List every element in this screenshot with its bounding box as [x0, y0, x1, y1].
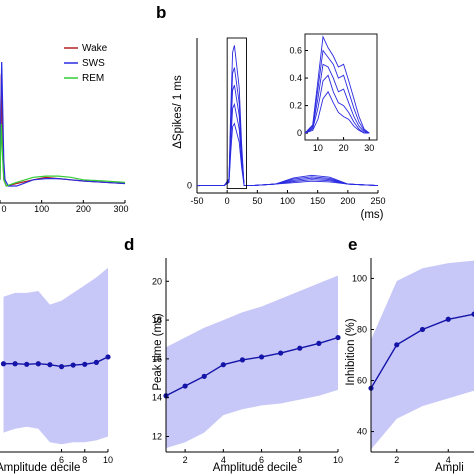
panel-b-inset-y-tick-label: 0.6 — [289, 46, 302, 56]
legend-label-sws: SWS — [82, 58, 105, 69]
panel-c-point — [24, 361, 30, 367]
panel-d-point — [182, 383, 188, 389]
panel-d-x-tick-label: 8 — [297, 455, 302, 465]
panel-b-inset-x-tick-label: 30 — [364, 143, 374, 153]
panel-a-series-rem — [0, 123, 126, 187]
panel-b-inset-trace — [304, 90, 370, 134]
panel-b-inset-trace — [304, 49, 370, 134]
plots-layer: 0 100 200 300 0 -50 0 50 100 150 200 250 0 0.2 0.4 0.6 1… — [0, 33, 474, 465]
panel-d-x-tick-label: 2 — [183, 455, 188, 465]
panel-d-sem-band — [166, 275, 338, 449]
panel-c-point — [0, 361, 7, 367]
panel-b-x-tick-label: 250 — [370, 196, 385, 206]
panel-c-xlabel: Amplitude decile — [0, 462, 80, 474]
panel-e-xlabel: Ampli — [435, 462, 464, 474]
panel-c-point — [93, 359, 99, 365]
panel-c-point — [12, 361, 18, 367]
panel-b-x-tick-label: -50 — [190, 196, 203, 206]
panel-b-inset-x-tick-label: 20 — [339, 143, 349, 153]
panel-c-x-tick-label: 10 — [103, 455, 113, 465]
legend-label-rem: REM — [82, 73, 104, 84]
panel-d-mean-line — [165, 336, 339, 397]
panel-e-point — [419, 326, 426, 333]
panel-d-y-tick-label: 12 — [152, 431, 162, 441]
panel-d-xlabel: Amplitude decile — [213, 462, 297, 474]
panel-d-point — [220, 362, 226, 368]
panel-b-inset-trace — [304, 35, 370, 134]
panel-c-point — [58, 364, 65, 370]
panel-d-point — [316, 340, 322, 346]
panel-c-point — [70, 362, 76, 368]
panel-c-x-tick-label: 8 — [82, 455, 87, 465]
panel-b-x-tick-label: 150 — [310, 196, 325, 206]
panel-b-x-tick-label: 0 — [225, 196, 230, 206]
panel-e-y-tick-label: 100 — [352, 273, 367, 283]
panel-a-x-tick-label: 100 — [34, 204, 49, 214]
panel-e-point — [471, 311, 474, 317]
panel-a-series-wake — [0, 74, 126, 187]
panel-label-d: d — [124, 235, 134, 254]
panel-b-inset-y-tick-label: 0 — [297, 128, 302, 138]
panel-c-point — [105, 354, 111, 360]
panel-e-y-tick-label: 60 — [357, 376, 367, 386]
panel-b-inset-y-tick-label: 0.2 — [289, 101, 302, 111]
panel-d-ylabel: Peak time (ms) — [152, 313, 164, 390]
panel-c-sem-band — [3, 267, 108, 445]
panel-label-b: b — [156, 3, 166, 22]
panel-b-inset-trace — [304, 63, 370, 134]
panel-d-point — [201, 373, 207, 379]
legend-label-wake: Wake — [82, 43, 108, 54]
panel-d-y-tick-label: 16 — [152, 354, 162, 364]
panel-c-x-tick-label: 6 — [59, 455, 64, 465]
panel-b-xlabel: (ms) — [361, 209, 384, 221]
panel-b-zoom-box — [226, 37, 247, 190]
panel-e-y-tick-label: 40 — [357, 427, 367, 437]
panel-e-y-tick-label: 80 — [357, 324, 367, 334]
panel-c-point — [47, 362, 53, 368]
panel-d-y-tick-label: 14 — [152, 393, 162, 403]
panel-b-y-tick-label: 0 — [187, 181, 192, 191]
panel-e-x-tick-label: 2 — [394, 455, 399, 465]
panel-b-inset-x-tick-label: 10 — [313, 143, 323, 153]
panel-a-x-tick-label: 200 — [76, 204, 91, 214]
panel-e-sem-band — [371, 260, 474, 450]
panel-e-point — [394, 342, 400, 348]
panel-d-point — [297, 345, 303, 351]
panel-b-x-tick-label: 50 — [252, 196, 262, 206]
panel-d-y-tick-label: 18 — [152, 315, 162, 325]
panel-e-point — [445, 316, 451, 322]
panel-d-point — [278, 350, 284, 356]
panel-b-inset-trace — [304, 74, 370, 134]
panel-e-x-tick-label: 4 — [446, 455, 451, 465]
panel-b-inset-y-tick-label: 0.4 — [289, 73, 302, 83]
panel-d-y-tick-label: 20 — [152, 276, 162, 286]
panel-d-x-tick-label: 6 — [259, 455, 264, 465]
panel-e-ylabel: Inhibition (%) — [345, 318, 357, 385]
legend: Wake SWS REM — [64, 43, 108, 84]
panel-d-point — [335, 334, 341, 341]
panel-a-x-tick-label: 0 — [1, 204, 6, 214]
panel-b-x-tick-label: 100 — [280, 196, 295, 206]
panel-label-e: e — [348, 235, 357, 254]
panel-a-x-tick-label: 300 — [113, 204, 128, 214]
panel-c-mean-line — [3, 356, 109, 368]
panel-d-point — [258, 354, 265, 360]
panel-b-x-tick-label: 200 — [340, 196, 355, 206]
panel-c-point — [82, 361, 88, 367]
panel-a-series-sws — [0, 61, 126, 187]
panel-b-trace — [197, 45, 379, 187]
panel-c-point — [35, 361, 41, 367]
panel-d-x-tick-label: 4 — [221, 455, 226, 465]
panel-d-point — [239, 357, 246, 363]
panel-d-x-tick-label: 10 — [333, 455, 343, 465]
panel-b-ylabel: ΔSpikes/ 1 ms — [172, 75, 184, 149]
